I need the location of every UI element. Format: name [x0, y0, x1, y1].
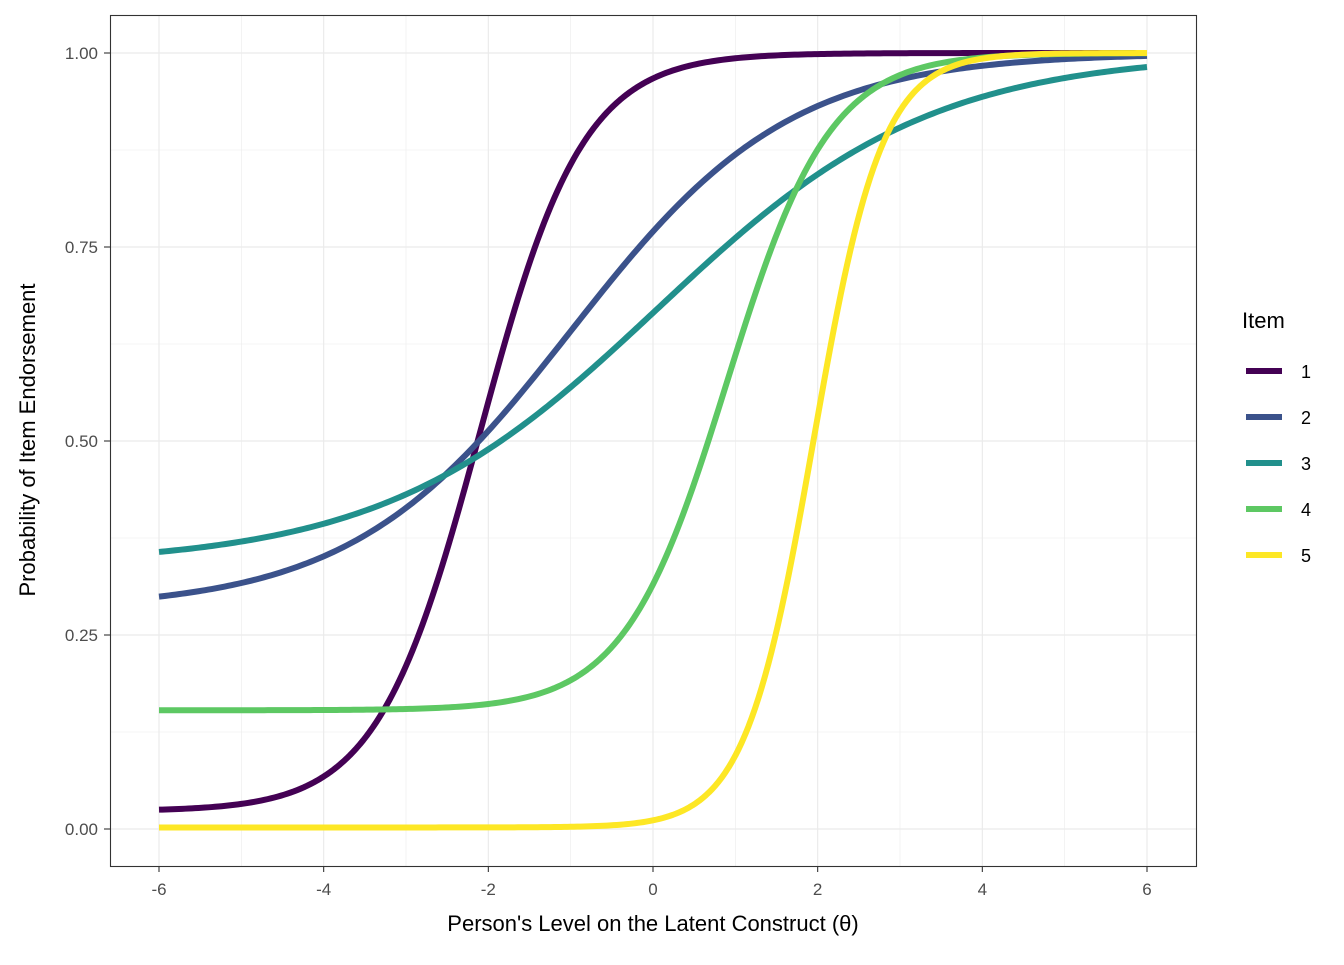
x-tick-label: -2	[481, 880, 496, 899]
x-tick-label: -4	[316, 880, 331, 899]
curve-item-5	[159, 50, 1147, 831]
y-axis-title: Probability of Item Endorsement	[15, 283, 40, 596]
curve-item-3	[158, 64, 1148, 555]
legend-label-5: 5	[1301, 546, 1311, 566]
x-tick-label: 4	[978, 880, 987, 899]
y-tick-label: 1.00	[65, 44, 98, 63]
legend-title: Item	[1242, 308, 1285, 333]
legend-label-1: 1	[1301, 362, 1311, 382]
x-tick-label: 2	[813, 880, 822, 899]
legend-label-3: 3	[1301, 454, 1311, 474]
x-axis: -6 -4 -2 0 2 4 6	[151, 866, 1152, 899]
legend: Item 1 2 3 4 5	[1242, 308, 1311, 566]
grid-lines	[110, 15, 1196, 866]
y-tick-label: 0.25	[65, 626, 98, 645]
x-tick-label: -6	[151, 880, 166, 899]
legend-label-2: 2	[1301, 408, 1311, 428]
y-axis: 0.00 0.25 0.50 0.75 1.00	[65, 44, 110, 839]
y-tick-label: 0.75	[65, 238, 98, 257]
curve-item-2	[158, 52, 1148, 600]
x-tick-label: 6	[1142, 880, 1151, 899]
x-axis-title: Person's Level on the Latent Construct (…	[447, 911, 858, 936]
curves	[158, 50, 1148, 831]
curve-item-1	[158, 50, 1147, 813]
y-tick-label: 0.50	[65, 432, 98, 451]
y-tick-label: 0.00	[65, 820, 98, 839]
legend-label-4: 4	[1301, 500, 1311, 520]
x-tick-label: 0	[648, 880, 657, 899]
